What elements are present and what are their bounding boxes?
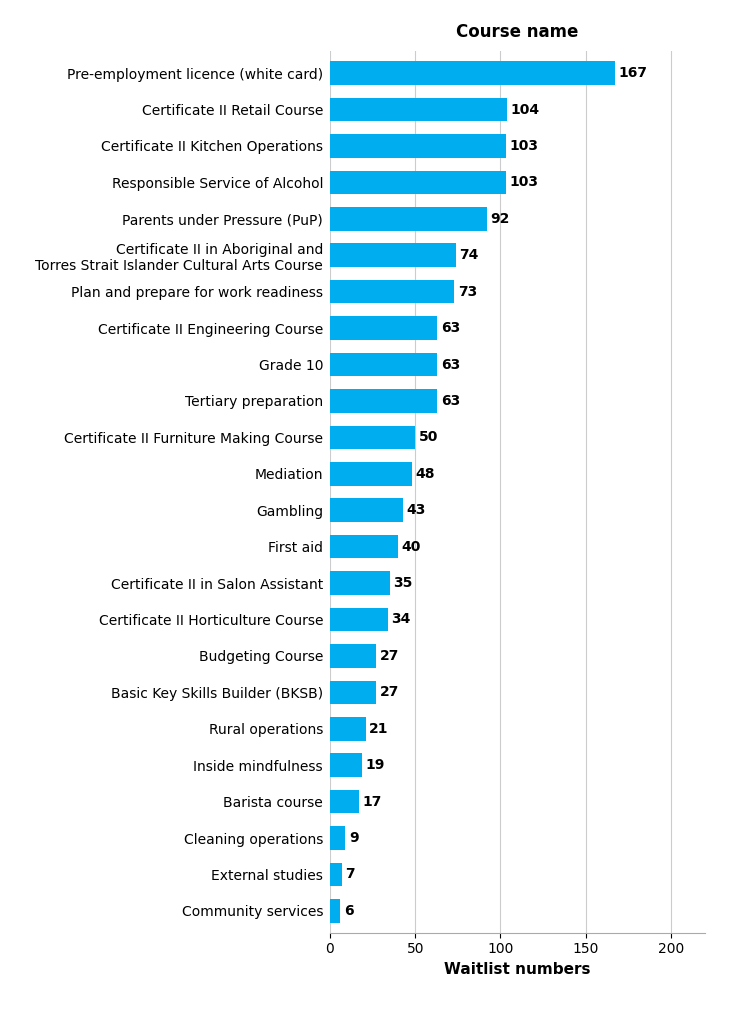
Bar bbox=[330, 535, 398, 559]
Text: 48: 48 bbox=[416, 466, 435, 481]
Text: 9: 9 bbox=[349, 831, 358, 845]
Text: 43: 43 bbox=[406, 503, 426, 518]
Bar bbox=[330, 134, 506, 158]
Bar bbox=[330, 280, 454, 303]
Bar bbox=[330, 170, 506, 194]
Text: 6: 6 bbox=[344, 904, 353, 918]
Text: 27: 27 bbox=[380, 686, 399, 699]
Text: 35: 35 bbox=[393, 576, 412, 590]
Text: 103: 103 bbox=[509, 139, 538, 153]
Text: 19: 19 bbox=[366, 758, 386, 772]
Text: 63: 63 bbox=[441, 321, 460, 335]
Bar bbox=[330, 243, 456, 268]
Bar bbox=[330, 608, 388, 631]
Bar bbox=[330, 863, 342, 887]
Bar bbox=[330, 899, 340, 922]
Bar bbox=[330, 207, 487, 231]
Bar bbox=[330, 353, 437, 376]
Text: 63: 63 bbox=[441, 358, 460, 371]
Title: Course name: Course name bbox=[456, 24, 579, 41]
Bar bbox=[330, 498, 404, 522]
Bar bbox=[330, 716, 366, 741]
Bar bbox=[330, 681, 376, 704]
Text: 27: 27 bbox=[380, 649, 399, 663]
Bar bbox=[330, 571, 390, 594]
Bar bbox=[330, 62, 615, 85]
Bar bbox=[330, 97, 507, 121]
Text: 74: 74 bbox=[460, 248, 479, 262]
Text: 50: 50 bbox=[419, 430, 438, 445]
X-axis label: Waitlist numbers: Waitlist numbers bbox=[444, 962, 591, 977]
Text: 73: 73 bbox=[458, 285, 477, 298]
Text: 21: 21 bbox=[369, 722, 388, 736]
Bar bbox=[330, 826, 345, 850]
Text: 63: 63 bbox=[441, 394, 460, 408]
Bar bbox=[330, 753, 362, 777]
Bar bbox=[330, 462, 412, 486]
Bar bbox=[330, 317, 437, 340]
Bar bbox=[330, 790, 359, 814]
Text: 167: 167 bbox=[618, 66, 647, 80]
Text: 17: 17 bbox=[362, 794, 382, 809]
Bar bbox=[330, 644, 376, 667]
Text: 103: 103 bbox=[509, 175, 538, 190]
Text: 92: 92 bbox=[490, 212, 509, 226]
Text: 34: 34 bbox=[392, 613, 411, 626]
Text: 7: 7 bbox=[345, 867, 355, 882]
Bar bbox=[330, 390, 437, 413]
Text: 40: 40 bbox=[401, 539, 421, 554]
Text: 104: 104 bbox=[511, 102, 540, 117]
Bar bbox=[330, 425, 416, 449]
